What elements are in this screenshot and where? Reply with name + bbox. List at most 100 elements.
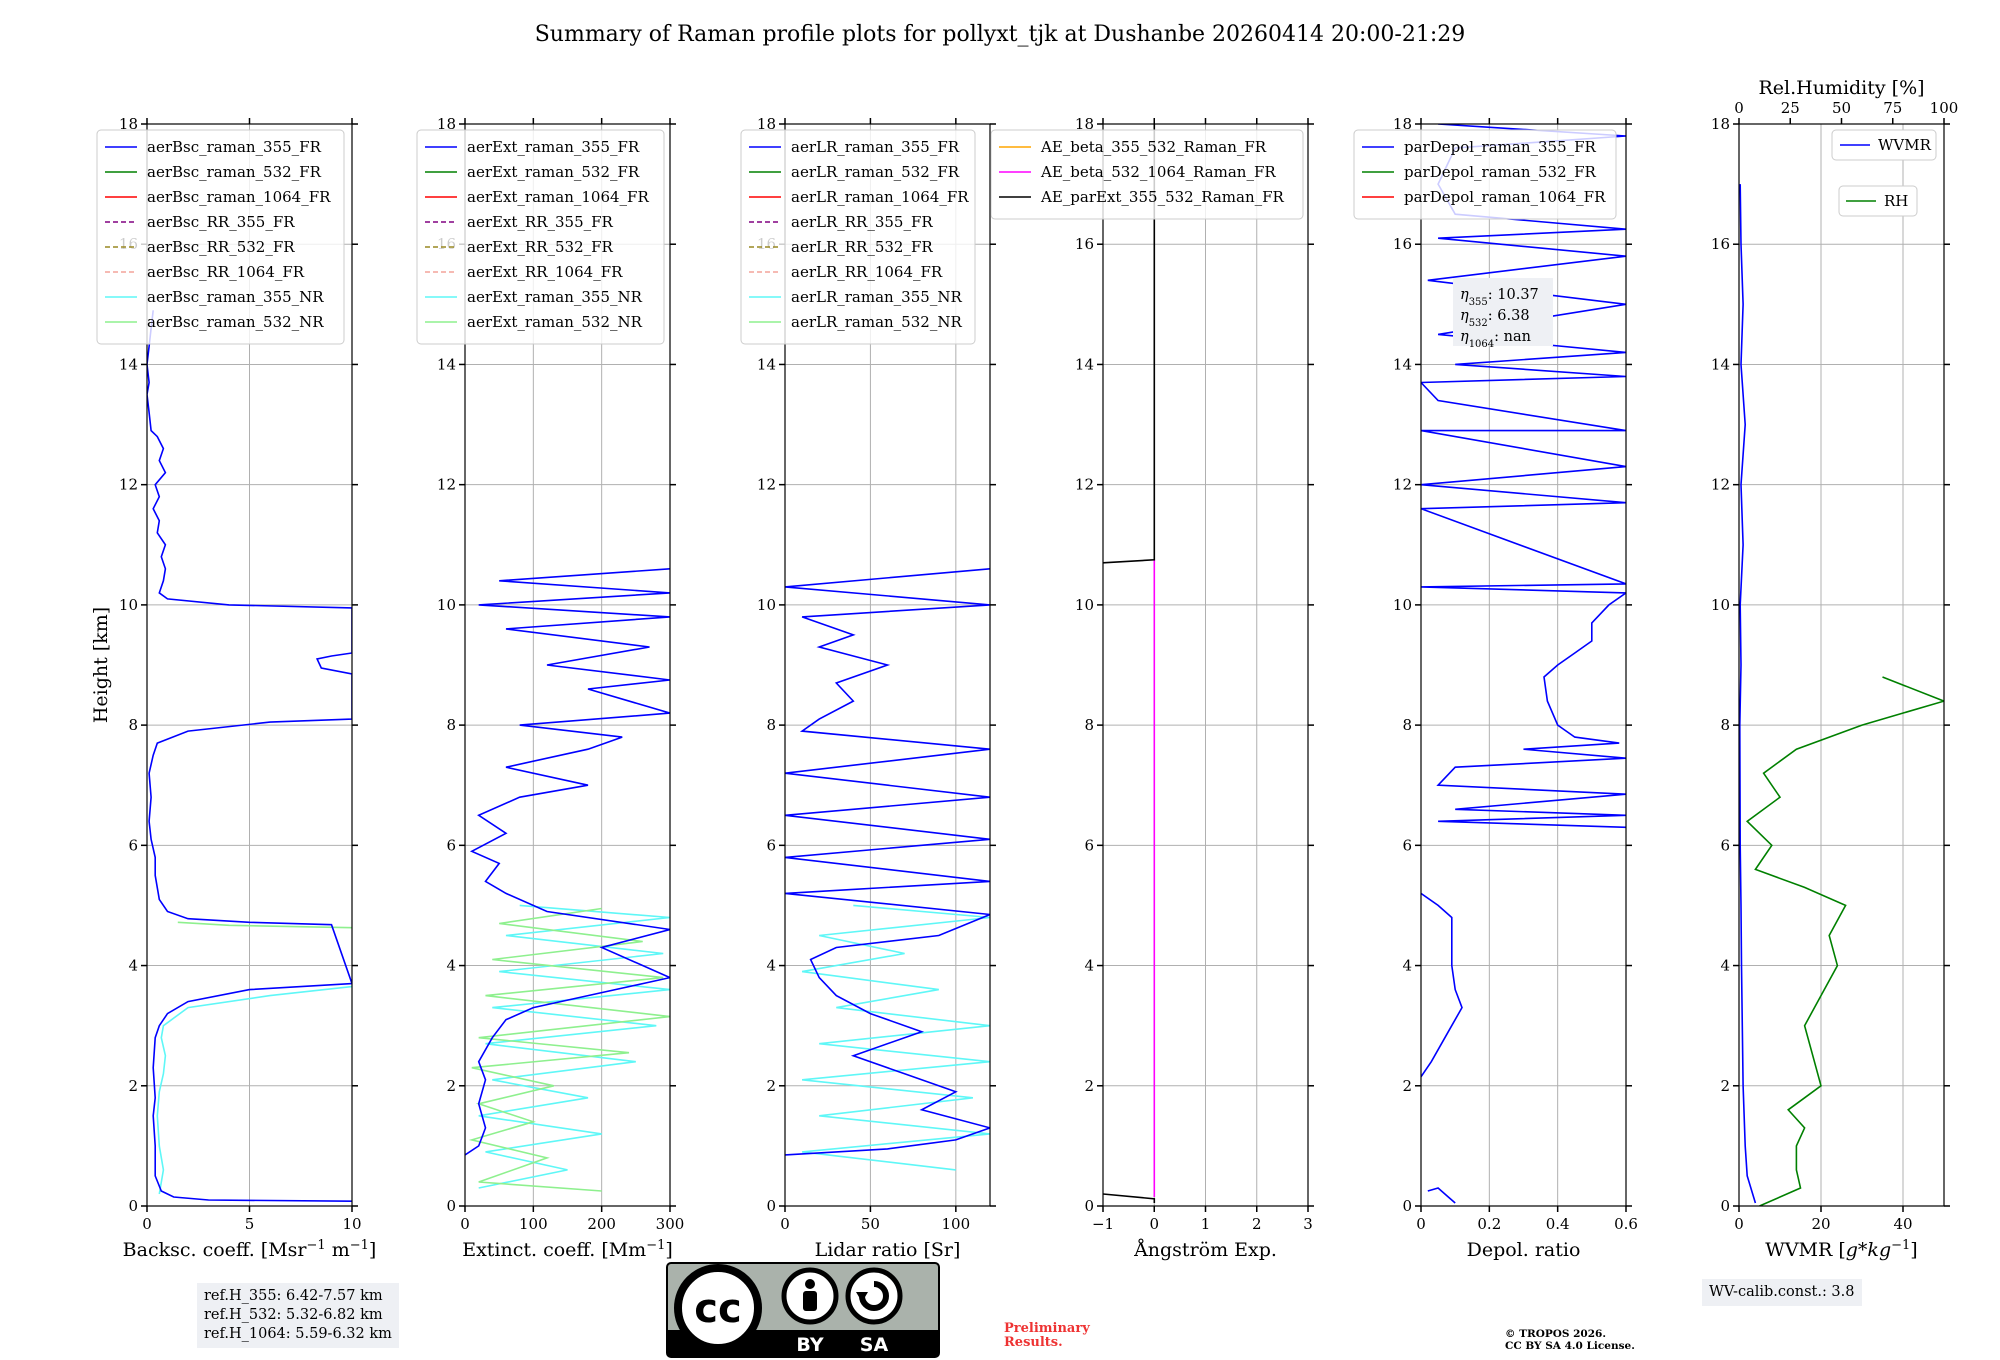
y-tick-label: 12 [437,476,456,494]
legend-label: AE_beta_355_532_Raman_FR [1040,138,1267,156]
series-aerBsc_raman_355_NR [156,985,352,1195]
legend-label-rh: RH [1884,192,1908,210]
y-tick-label: 18 [1075,115,1094,133]
y-tick-label: 4 [766,957,776,975]
x-tick-label: 0 [1416,1215,1426,1233]
series-AE_parExt_355_532_Raman_FR [1103,124,1156,564]
panel-ext: 0246810121416180100200300Extinct. coeff.… [416,115,685,1262]
legend-box [416,129,665,345]
y-tick-label: 8 [1402,716,1412,734]
legend-label: aerLR_raman_532_NR [791,313,962,331]
ref-height-1064: ref.H_1064: 5.59-6.32 km [204,1326,392,1342]
legend-label: aerLR_raman_355_FR [791,138,960,156]
x-tick-label: 0 [142,1215,152,1233]
x-tick-label: 0 [1149,1215,1159,1233]
legend-label: aerExt_raman_532_NR [467,313,643,331]
wv-calib-box: WV-calib.const.: 3.8 [1702,1279,1862,1306]
y-tick-label: 0 [128,1197,138,1215]
y-tick-label: 6 [446,836,456,854]
y-tick-label: 14 [437,355,456,373]
y-tick-label: 6 [1402,836,1412,854]
legend-label: aerLR_RR_1064_FR [791,263,943,281]
legend-label-wvmr: WVMR [1878,136,1932,154]
x-tick-label: 40 [1893,1215,1912,1233]
x-axis-label: Extinct. coeff. [Mm−1] [462,1238,673,1262]
x2-tick-label: 25 [1781,99,1800,117]
x-tick-label: −1 [1092,1215,1114,1233]
legend-box-rh [1838,185,1918,217]
x-axis-label: Backsc. coeff. [Msr−1 m−1] [123,1238,377,1262]
series-AE_parExt_355_532_Raman_FR [1103,1193,1156,1203]
ref-heights-box: ref.H_355: 6.42-7.57 km ref.H_532: 5.32-… [197,1283,399,1348]
legend-box [96,129,345,345]
y-tick-label: 10 [1711,596,1730,614]
depol-annotation-1064: η1064: nan [1460,329,1531,350]
y-tick-label: 4 [446,957,456,975]
ref-height-355: ref.H_355: 6.42-7.57 km [204,1288,383,1304]
x-tick-label: 0.6 [1614,1215,1638,1233]
series-aerBsc_raman_355_FR [147,310,352,1202]
series-aerExt_raman_532_NR [468,907,670,1192]
series-WVMR [1739,184,1757,1204]
y-tick-label: 14 [1075,355,1094,373]
legend-label: aerExt_RR_355_FR [467,213,614,231]
series-aerLR_raman_355_FR [785,568,990,1156]
y-tick-label: 14 [757,355,776,373]
x-tick-label: 20 [1811,1215,1830,1233]
series-parDepol_raman_355_FR [1421,124,1626,829]
x-axis-label: Ångström Exp. [1133,1239,1277,1261]
legend-label: AE_parExt_355_532_Raman_FR [1040,188,1285,206]
series-aerBsc_raman_532_NR [177,921,352,929]
y-tick-label: 8 [446,716,456,734]
x-tick-label: 100 [942,1215,971,1233]
y-tick-label: 16 [1393,235,1412,253]
y-tick-label: 12 [1075,476,1094,494]
y-tick-label: 2 [128,1077,138,1095]
y-tick-label: 18 [757,115,776,133]
y-tick-label: 8 [1084,716,1094,734]
x-tick-label: 300 [656,1215,685,1233]
x-axis-label: WVMR [g*kg−1] [1765,1238,1917,1262]
series-parDepol_raman_355_FR [1421,892,1463,1078]
y-tick-label: 12 [119,476,138,494]
y-tick-label: 4 [1720,957,1730,975]
y-tick-label: 6 [1084,836,1094,854]
legend-label: aerExt_raman_532_FR [467,163,640,181]
legend-label: aerExt_RR_532_FR [467,238,614,256]
series-parDepol_raman_355_FR [1427,1187,1456,1204]
svg-text:cc: cc [694,1286,741,1332]
y-tick-label: 8 [128,716,138,734]
x-tick-label: 100 [519,1215,548,1233]
x2-tick-label: 0 [1734,99,1744,117]
legend-box-wvmr [1831,129,1937,161]
cc-by-sa-badge: cc BY SA [666,1262,940,1358]
axes-frame [464,123,671,1207]
preliminary-note: Preliminary Results. [1004,1321,1090,1350]
legend-label: parDepol_raman_1064_FR [1404,188,1606,206]
y-tick-label: 6 [1720,836,1730,854]
series-aerExt_raman_355_NR [478,904,670,1189]
x-tick-label: 0 [780,1215,790,1233]
x2-tick-label: 50 [1832,99,1851,117]
legend-label: aerExt_raman_355_NR [467,288,643,306]
y-axis-label: Height [km] [90,607,112,723]
x-tick-label: 0.4 [1546,1215,1570,1233]
y-tick-label: 10 [757,596,776,614]
panel-lr: 024681012141618050100Lidar ratio [Sr]aer… [740,115,996,1261]
y-tick-label: 18 [1393,115,1412,133]
y-tick-label: 2 [1720,1077,1730,1095]
legend-label: aerBsc_RR_1064_FR [147,263,305,281]
y-tick-label: 18 [1711,115,1730,133]
x-tick-label: 200 [587,1215,616,1233]
x-tick-label: 5 [245,1215,255,1233]
svg-text:SA: SA [860,1334,889,1356]
y-tick-label: 2 [1084,1077,1094,1095]
legend-label: aerLR_RR_355_FR [791,213,933,231]
legend-label: aerExt_raman_1064_FR [467,188,649,206]
y-tick-label: 14 [119,355,138,373]
legend-label: AE_beta_532_1064_Raman_FR [1040,163,1276,181]
y-tick-label: 4 [1402,957,1412,975]
legend-label: aerLR_raman_1064_FR [791,188,969,206]
